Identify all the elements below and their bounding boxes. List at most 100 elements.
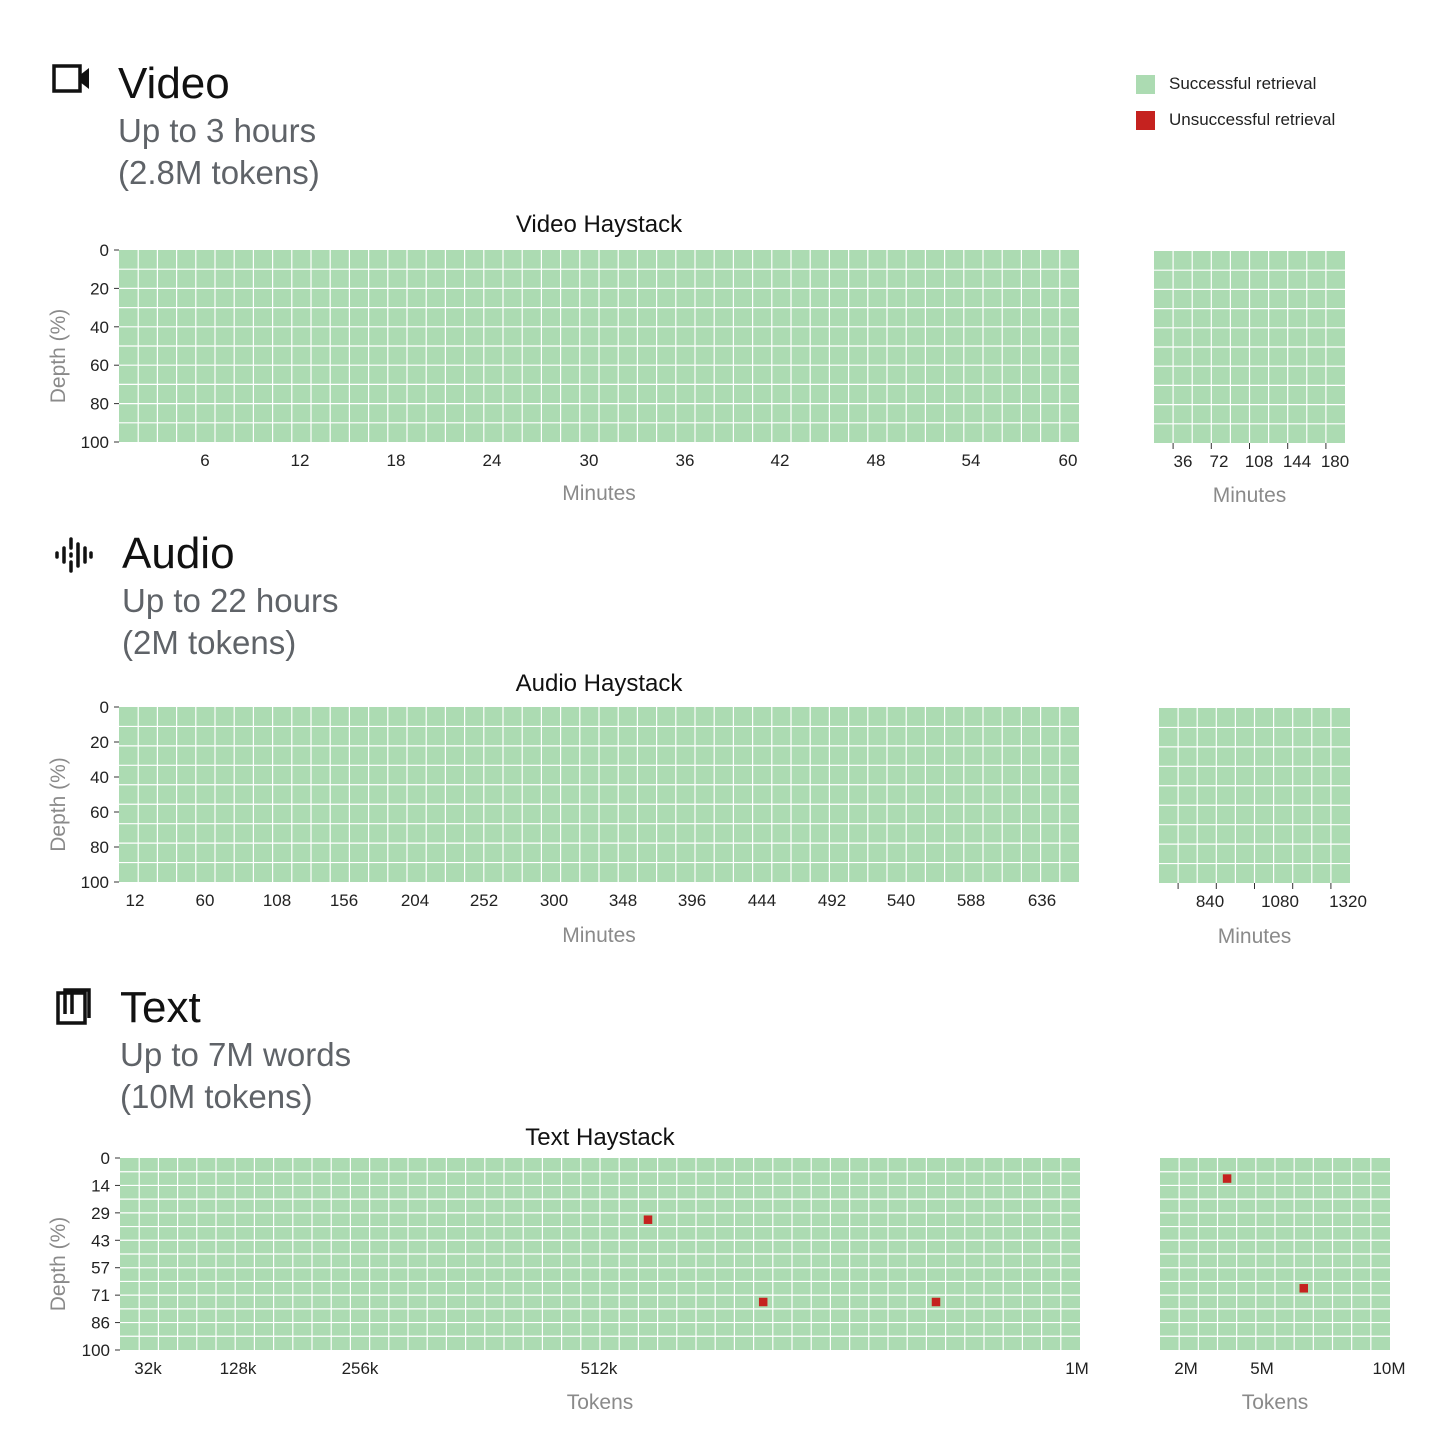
heatmap-cell bbox=[657, 423, 676, 442]
failure-marker bbox=[1299, 1284, 1309, 1293]
heatmap-cell bbox=[293, 1323, 312, 1336]
heatmap-cell bbox=[522, 288, 541, 308]
heatmap-cell bbox=[119, 824, 138, 843]
heatmap-cell bbox=[1294, 1336, 1313, 1350]
heatmap-cell bbox=[370, 1323, 389, 1336]
heatmap-cell bbox=[178, 1213, 197, 1227]
heatmap-cell bbox=[599, 346, 618, 365]
heatmap-cell bbox=[120, 1336, 139, 1350]
heatmap-cell bbox=[696, 1254, 715, 1268]
heatmap-cell bbox=[350, 1185, 370, 1199]
heatmap-cell bbox=[829, 423, 849, 442]
heatmap-cell bbox=[349, 804, 369, 824]
heatmap-cell bbox=[407, 765, 426, 785]
heatmap-cell bbox=[177, 804, 196, 824]
heatmap-cell bbox=[254, 1281, 274, 1295]
heatmap-cell bbox=[580, 804, 599, 824]
heatmap-cell bbox=[427, 1158, 446, 1172]
heatmap-cell bbox=[523, 1295, 542, 1309]
heatmap-cell bbox=[234, 308, 253, 327]
heatmap-cell bbox=[292, 250, 311, 269]
heatmap-cell bbox=[177, 346, 196, 365]
heatmap-cell bbox=[562, 1240, 581, 1254]
heatmap-cell bbox=[1002, 384, 1021, 404]
heatmap-cell bbox=[445, 308, 465, 327]
heatmap-cell bbox=[235, 1336, 254, 1350]
heatmap-cell bbox=[907, 1158, 926, 1172]
heatmap-cell bbox=[1288, 328, 1307, 347]
heatmap-cell bbox=[1159, 825, 1178, 844]
x-tick-label: 36 bbox=[676, 451, 695, 470]
heatmap-cell bbox=[1230, 366, 1249, 385]
section-subtitle-audio: Up to 22 hours (2M tokens) bbox=[122, 580, 338, 664]
heatmap-cell bbox=[753, 365, 772, 384]
heatmap-cell bbox=[273, 804, 292, 824]
heatmap-cell bbox=[887, 726, 906, 746]
heatmap-cell bbox=[446, 1199, 466, 1213]
heatmap-cell bbox=[599, 785, 618, 804]
heatmap-cell bbox=[1294, 1172, 1313, 1185]
heatmap-cell bbox=[1275, 1295, 1294, 1309]
heatmap-cell bbox=[734, 1281, 754, 1295]
heatmap-cell bbox=[370, 1213, 389, 1227]
heatmap-cell bbox=[581, 1309, 600, 1323]
heatmap-cell bbox=[273, 365, 292, 384]
x-axis-label: Tokens bbox=[1242, 1391, 1309, 1414]
heatmap-cell bbox=[1021, 746, 1041, 765]
heatmap-cell bbox=[715, 1158, 734, 1172]
heatmap-cell bbox=[829, 843, 849, 863]
legend-label-success: Successful retrieval bbox=[1169, 74, 1317, 93]
heatmap-cell bbox=[388, 863, 407, 882]
heatmap-cell bbox=[465, 785, 484, 804]
heatmap-cell bbox=[773, 1185, 792, 1199]
heatmap-cell bbox=[599, 365, 618, 384]
heatmap-cell bbox=[330, 404, 349, 423]
heatmap-cell bbox=[658, 1199, 677, 1213]
heatmap-cell bbox=[600, 1158, 619, 1172]
heatmap-cell bbox=[676, 726, 695, 746]
heatmap-cell bbox=[369, 707, 388, 726]
heatmap-cell bbox=[274, 1309, 293, 1323]
heatmap-cell bbox=[1022, 1158, 1042, 1172]
heatmap-cell bbox=[330, 308, 349, 327]
heatmap-cell bbox=[1041, 785, 1060, 804]
heatmap-cell bbox=[581, 1185, 600, 1199]
heatmap-cell bbox=[484, 785, 503, 804]
heatmap-cell bbox=[369, 384, 388, 404]
heatmap-cell bbox=[850, 1336, 869, 1350]
heatmap-cell bbox=[273, 843, 292, 863]
heatmap-cell bbox=[1371, 1268, 1390, 1281]
heatmap-cell bbox=[1250, 251, 1269, 270]
heatmap-cell bbox=[370, 1240, 389, 1254]
heatmap-cell bbox=[120, 1199, 139, 1213]
heatmap-cell bbox=[714, 250, 733, 269]
heatmap-cell bbox=[234, 824, 253, 843]
heatmap-cell bbox=[427, 1323, 446, 1336]
heatmap-cell bbox=[811, 1281, 830, 1295]
heatmap-cell bbox=[792, 1185, 811, 1199]
heatmap-cell bbox=[1216, 864, 1235, 883]
heatmap-cell bbox=[714, 843, 733, 863]
heatmap-cell bbox=[1256, 1336, 1275, 1350]
heatmap-cell bbox=[1288, 405, 1307, 424]
heatmap-cell bbox=[754, 1199, 773, 1213]
heatmap-cell bbox=[178, 1281, 197, 1295]
heatmap-cell bbox=[772, 863, 791, 882]
heatmap-cell bbox=[829, 308, 849, 327]
heatmap-cell bbox=[1061, 1295, 1080, 1309]
heatmap-cell bbox=[811, 1254, 830, 1268]
heatmap-cell bbox=[695, 384, 714, 404]
heatmap-cell bbox=[638, 1172, 658, 1185]
heatmap-cell bbox=[350, 1281, 370, 1295]
heatmap-cell bbox=[177, 824, 196, 843]
heatmap-cell bbox=[178, 1336, 197, 1350]
heatmap-cell bbox=[562, 1309, 581, 1323]
heatmap-cell bbox=[407, 404, 426, 423]
heatmap-cell bbox=[1192, 328, 1211, 347]
heatmap-cell bbox=[523, 1158, 542, 1172]
heatmap-cell bbox=[561, 824, 580, 843]
heatmap-cell bbox=[1313, 1185, 1332, 1199]
y-tick-label: 60 bbox=[90, 803, 109, 822]
heatmap-cell bbox=[484, 346, 503, 365]
